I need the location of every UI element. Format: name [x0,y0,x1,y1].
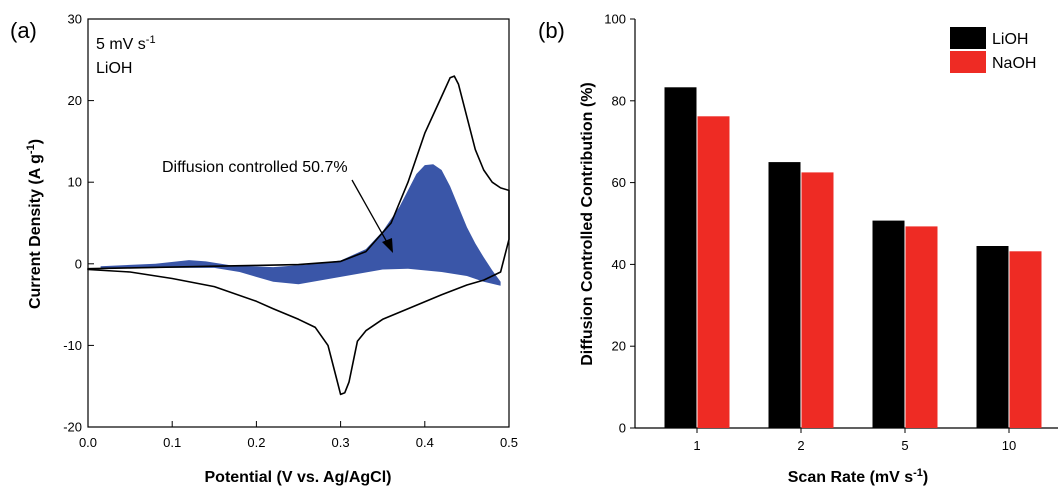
panel-b-label: (b) [538,18,565,43]
panel-b-y-tick-label: 100 [604,12,626,27]
panel-a-x-tick-label: 0.3 [332,435,350,450]
panel-b-bar-chart: (b) 0 20 40 60 80 100 1 2 5 10 LiOH NaOH Scan Rat… [538,12,1058,486]
bar-lioh-1 [664,87,697,429]
panel-b-x-tick-label: 2 [797,438,804,453]
panel-b-y-tick-label: 40 [612,257,626,272]
legend-swatch-naoh [950,51,986,73]
panel-b-x-axis-label: Scan Rate (mV s-1) [788,467,929,486]
panel-a-x-tick-label: 0.4 [416,435,434,450]
panel-b-x-axis: 1 2 5 10 [693,428,1016,453]
panel-b-legend: LiOH NaOH [950,27,1036,73]
panel-a-arrow-head [382,238,393,253]
panel-b-y-tick-label: 20 [612,339,626,354]
panel-a-x-axis-label: Potential (V vs. Ag/AgCl) [205,469,392,486]
panel-a-x-tick-label: 0.0 [79,435,97,450]
legend-label-lioh: LiOH [992,31,1028,48]
diffusion-fill-area [100,164,501,286]
bar-naoh-10 [1009,251,1042,428]
panel-a-curves [87,75,510,396]
panel-b-x-tick-label: 5 [901,438,908,453]
panel-a-x-axis: 0.0 0.1 0.2 0.3 0.4 0.5 [79,421,518,450]
panel-b-y-axis: 0 20 40 60 80 100 [604,12,635,436]
panel-a-annotation-arrow [351,179,389,245]
panel-a-diffusion-annotation: Diffusion controlled 50.7% [162,159,348,176]
panel-a-y-tick-label: 20 [68,93,82,108]
bar-lioh-2 [768,162,801,428]
panel-a-y-axis-label: Current Density (A g-1) [25,139,44,309]
panel-a-x-tick-label: 0.1 [163,435,181,450]
panel-a-electrolyte-annotation: LiOH [96,60,132,77]
panel-b-x-tick-label: 10 [1002,438,1016,453]
panel-b-y-tick-label: 0 [619,421,626,436]
panel-b-y-tick-label: 60 [612,175,626,190]
bar-lioh-10 [976,246,1009,428]
panel-b-y-axis-label: Diffusion Controlled Contribution (%) [579,82,596,366]
panel-a-label: (a) [10,18,37,43]
panel-a-x-tick-label: 0.2 [247,435,265,450]
panel-a-y-tick-label: 30 [68,12,82,27]
panel-a-x-tick-label: 0.5 [500,435,518,450]
panel-a-cv-chart: (a) -20 -10 0 10 20 30 0.0 0.1 0.2 0.3 0.4 0.5 5 m… [10,12,518,487]
panel-a-y-axis: -20 -10 0 10 20 30 [63,12,94,435]
panel-a-y-tick-label: -10 [63,338,82,353]
bar-naoh-5 [905,226,938,428]
panel-a-scan-rate-annotation: 5 mV s-1 [96,34,156,53]
panel-b-bars [664,87,1042,429]
panel-b-x-tick-label: 1 [693,438,700,453]
total-cv-curve [87,75,510,396]
bar-lioh-5 [872,220,905,428]
legend-label-naoh: NaOH [992,55,1036,72]
bar-naoh-1 [697,116,730,429]
panel-a-y-tick-label: 10 [68,175,82,190]
panel-a-y-tick-label: 0 [75,256,82,271]
panel-b-y-tick-label: 80 [612,93,626,108]
bar-naoh-2 [801,172,834,428]
legend-swatch-lioh [950,27,986,49]
panel-a-y-tick-label: -20 [63,420,82,435]
